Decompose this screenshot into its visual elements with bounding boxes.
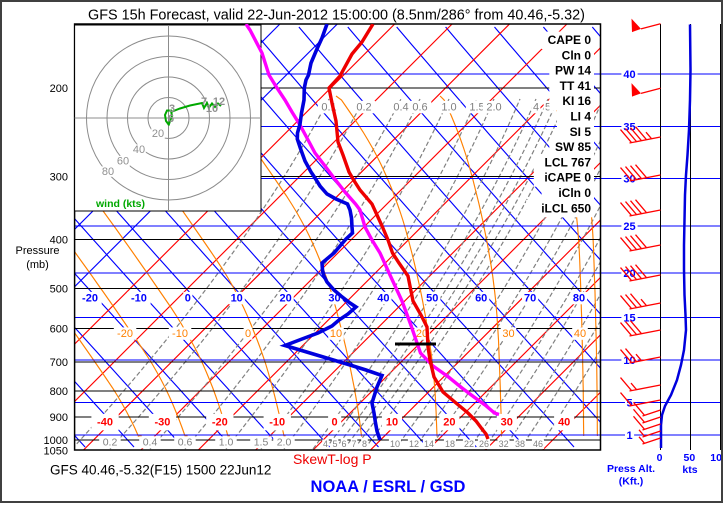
- svg-text:LI 4: LI 4: [570, 110, 591, 124]
- svg-text:10: 10: [206, 103, 218, 115]
- svg-text:25: 25: [623, 221, 635, 233]
- svg-text:30: 30: [623, 174, 635, 186]
- svg-text:40: 40: [623, 69, 635, 81]
- svg-text:80: 80: [102, 166, 114, 178]
- svg-text:6: 6: [168, 113, 174, 125]
- svg-text:SkewT-log P: SkewT-log P: [293, 451, 372, 467]
- svg-text:40: 40: [377, 293, 389, 305]
- svg-text:SW 85: SW 85: [555, 140, 591, 154]
- svg-text:KI 16: KI 16: [562, 94, 591, 108]
- svg-text:Cln 0: Cln 0: [562, 48, 592, 62]
- svg-text:15: 15: [623, 313, 635, 325]
- svg-text:-20: -20: [117, 328, 133, 340]
- svg-text:50: 50: [426, 293, 438, 305]
- svg-text:1: 1: [626, 430, 632, 442]
- svg-text:70: 70: [524, 293, 536, 305]
- svg-text:26: 26: [479, 439, 489, 449]
- svg-text:iLCL 650: iLCL 650: [541, 201, 591, 215]
- svg-text:-20: -20: [212, 417, 228, 429]
- svg-text:5: 5: [332, 439, 337, 449]
- svg-text:22: 22: [464, 439, 474, 449]
- svg-text:12: 12: [409, 439, 419, 449]
- svg-text:46: 46: [533, 439, 543, 449]
- svg-text:900: 900: [50, 412, 68, 424]
- svg-text:10: 10: [386, 417, 398, 429]
- svg-text:iCln 0: iCln 0: [558, 186, 591, 200]
- svg-text:Press Alt.: Press Alt.: [607, 463, 655, 475]
- svg-text:GFS 40.46,-5.32(F15) 1500 22Ju: GFS 40.46,-5.32(F15) 1500 22Jun12: [50, 463, 271, 478]
- svg-text:1.0: 1.0: [441, 102, 456, 114]
- svg-text:-10: -10: [172, 328, 188, 340]
- svg-text:20: 20: [443, 417, 455, 429]
- svg-text:0.4: 0.4: [393, 102, 408, 114]
- svg-text:10: 10: [330, 328, 342, 340]
- svg-text:200: 200: [50, 83, 68, 95]
- svg-text:10: 10: [390, 439, 400, 449]
- svg-text:SI 5: SI 5: [570, 125, 592, 139]
- svg-text:kts: kts: [682, 464, 697, 476]
- svg-text:80: 80: [573, 293, 585, 305]
- svg-text:4: 4: [533, 102, 539, 114]
- svg-text:GFS 15h Forecast, valid 22-Jun: GFS 15h Forecast, valid 22-Jun-2012 15:0…: [88, 8, 585, 24]
- svg-text:20: 20: [279, 293, 291, 305]
- svg-text:0: 0: [657, 452, 663, 464]
- svg-text:300: 300: [50, 172, 68, 184]
- svg-text:(mb): (mb): [26, 259, 49, 271]
- svg-text:wind (kts): wind (kts): [95, 198, 145, 210]
- svg-text:0.4: 0.4: [143, 437, 158, 449]
- svg-text:8: 8: [362, 439, 367, 449]
- svg-text:0: 0: [245, 328, 251, 340]
- svg-text:30: 30: [501, 417, 513, 429]
- svg-text:40: 40: [574, 328, 586, 340]
- svg-text:-20: -20: [82, 293, 98, 305]
- svg-text:(Kft.): (Kft.): [619, 476, 644, 488]
- svg-text:800: 800: [50, 386, 68, 398]
- svg-text:4: 4: [323, 439, 328, 449]
- svg-text:1.5: 1.5: [254, 437, 269, 449]
- svg-text:40: 40: [558, 417, 570, 429]
- svg-text:32: 32: [499, 439, 509, 449]
- svg-text:LCL 767: LCL 767: [545, 155, 592, 169]
- svg-text:60: 60: [117, 156, 129, 168]
- svg-text:7: 7: [351, 439, 356, 449]
- svg-text:20: 20: [152, 128, 164, 140]
- svg-text:30: 30: [502, 328, 514, 340]
- svg-text:14: 14: [424, 439, 434, 449]
- svg-text:0.2: 0.2: [356, 102, 371, 114]
- svg-text:1.5: 1.5: [469, 102, 484, 114]
- svg-text:TT 41: TT 41: [560, 79, 592, 93]
- svg-text:1050: 1050: [44, 446, 68, 458]
- svg-text:0.2: 0.2: [103, 437, 118, 449]
- svg-text:-10: -10: [131, 293, 147, 305]
- svg-text:-40: -40: [97, 417, 113, 429]
- svg-text:2.0: 2.0: [277, 437, 292, 449]
- svg-text:60: 60: [475, 293, 487, 305]
- svg-text:700: 700: [50, 357, 68, 369]
- svg-text:1.0: 1.0: [219, 437, 234, 449]
- svg-text:40: 40: [133, 144, 145, 156]
- svg-text:Pressure: Pressure: [15, 245, 59, 257]
- svg-text:0.6: 0.6: [412, 102, 427, 114]
- svg-text:0: 0: [185, 293, 191, 305]
- svg-text:0.6: 0.6: [178, 437, 193, 449]
- svg-text:500: 500: [50, 283, 68, 295]
- svg-text:iCAPE 0: iCAPE 0: [544, 171, 591, 185]
- svg-text:6: 6: [341, 439, 346, 449]
- svg-text:600: 600: [50, 323, 68, 335]
- svg-text:2.0: 2.0: [486, 102, 501, 114]
- svg-text:CAPE 0: CAPE 0: [548, 33, 592, 47]
- svg-text:0: 0: [332, 417, 338, 429]
- svg-text:-30: -30: [154, 417, 170, 429]
- svg-text:50: 50: [684, 452, 696, 464]
- svg-text:PW 14: PW 14: [555, 64, 591, 78]
- svg-text:38: 38: [515, 439, 525, 449]
- svg-text:18: 18: [445, 439, 455, 449]
- svg-text:NOAA / ESRL / GSD: NOAA / ESRL / GSD: [311, 478, 466, 496]
- svg-text:10: 10: [231, 293, 243, 305]
- svg-text:-10: -10: [269, 417, 285, 429]
